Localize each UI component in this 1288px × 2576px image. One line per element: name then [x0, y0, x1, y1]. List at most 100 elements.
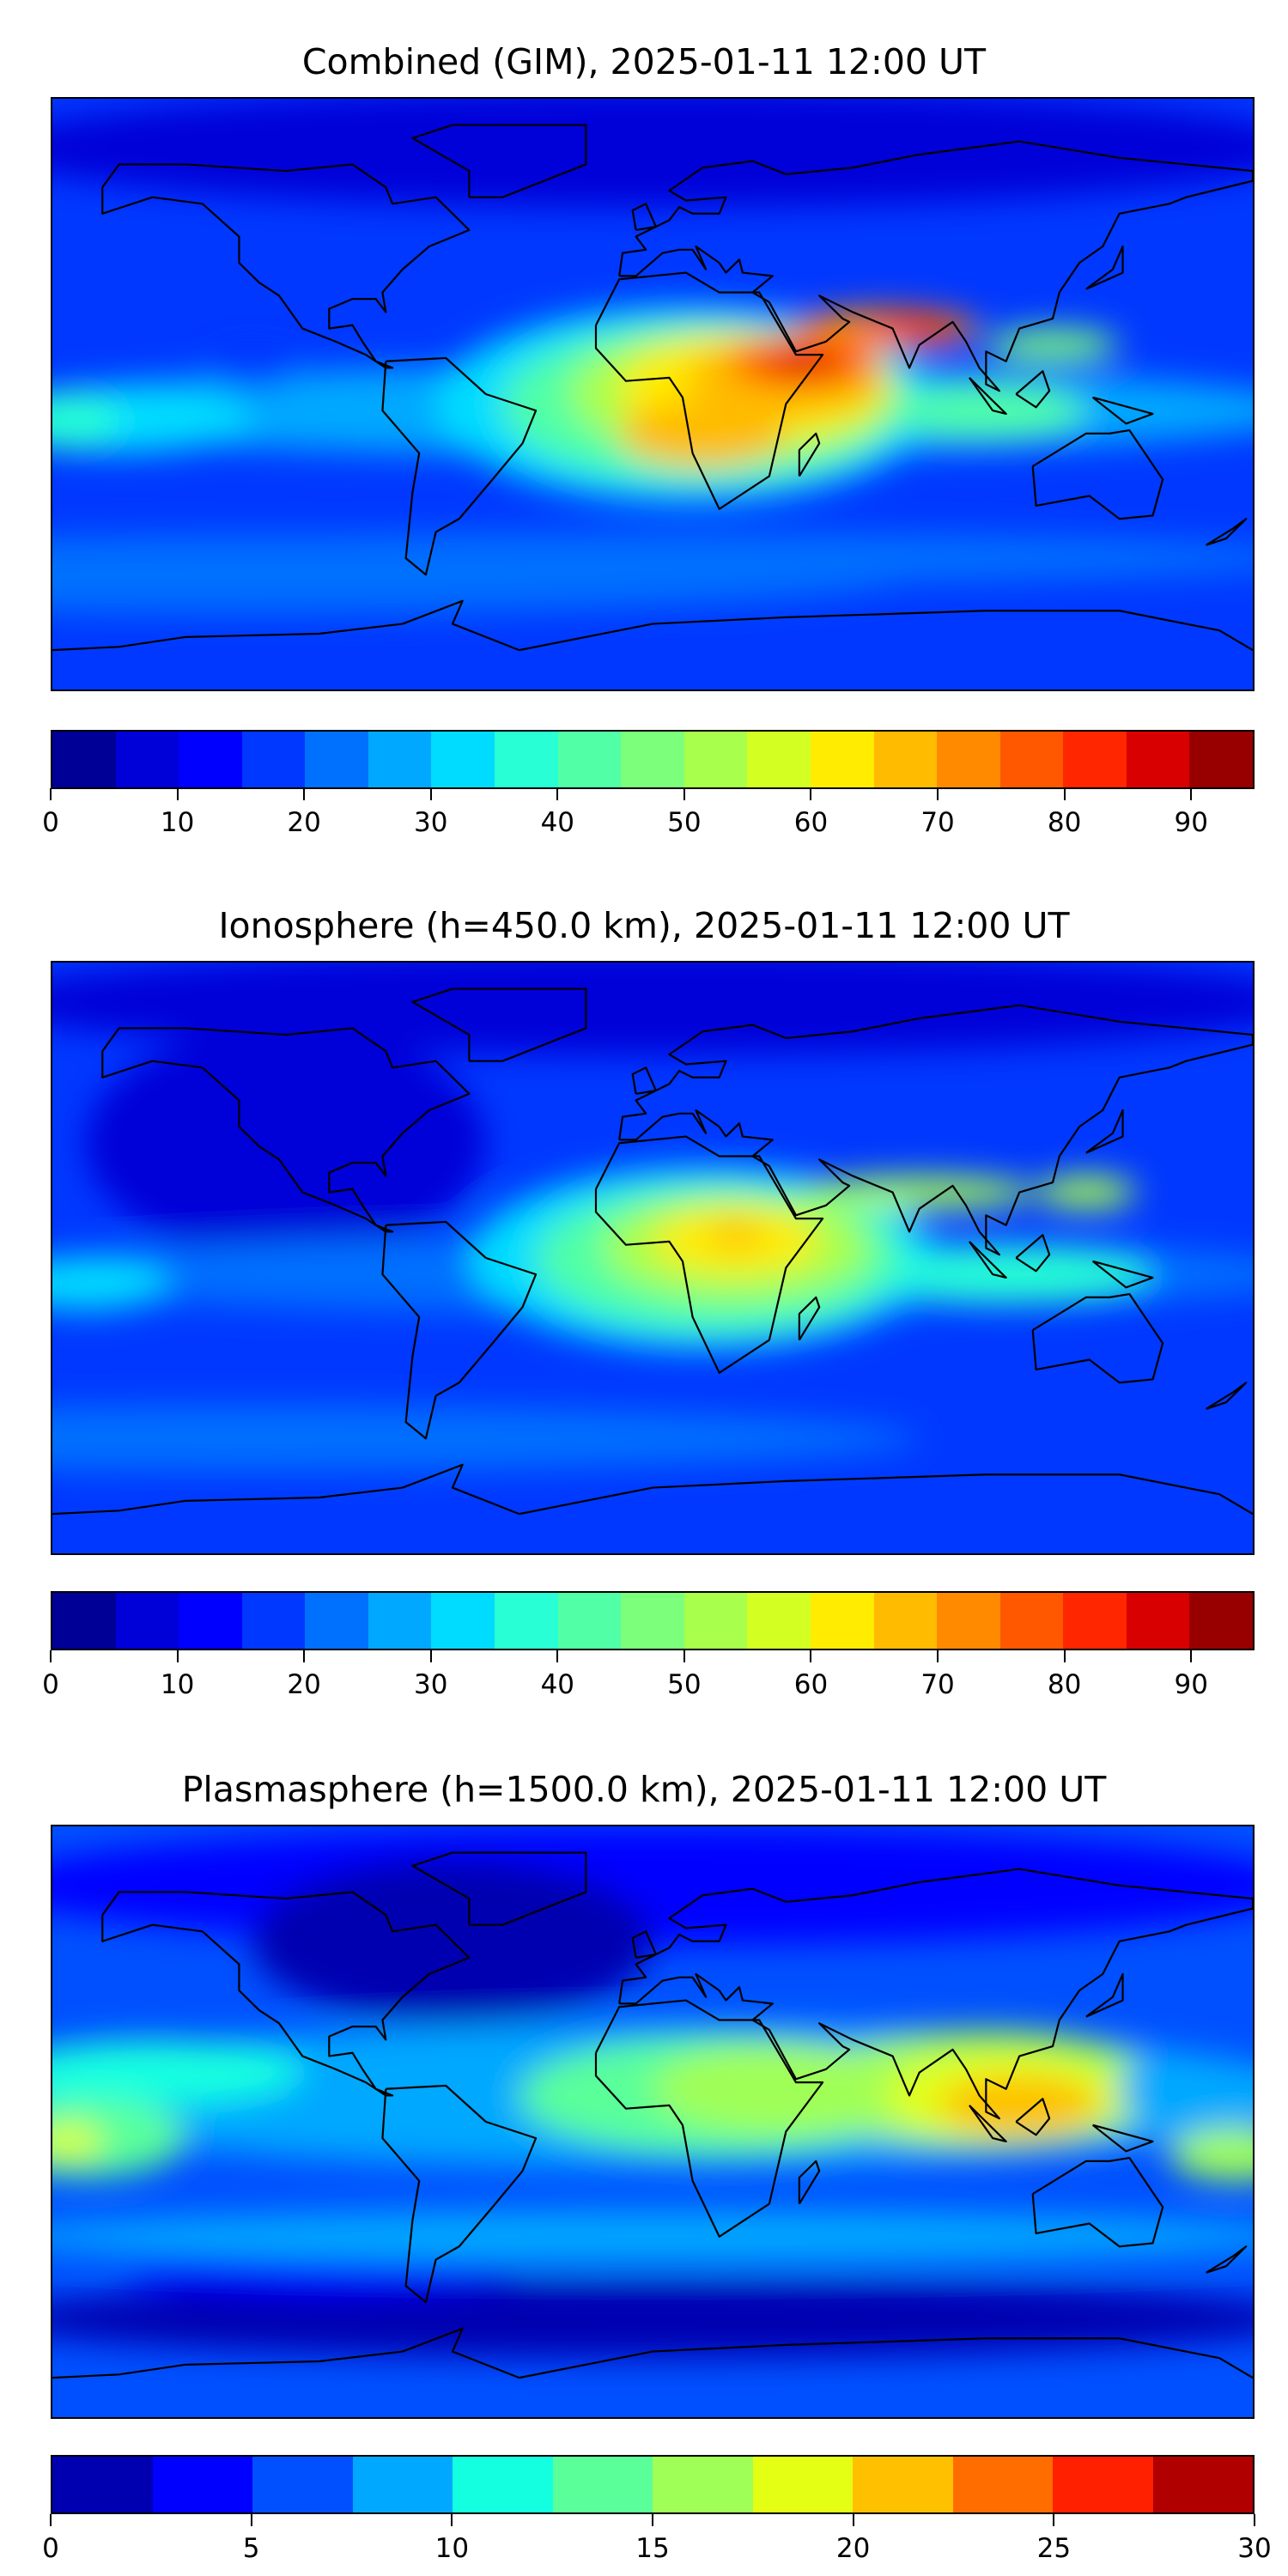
colorbar-tick-label: 50 [667, 807, 702, 838]
colorbar-tick [1190, 1650, 1193, 1662]
colorbar-bin [453, 2457, 553, 2512]
panel2-map [51, 961, 1255, 1555]
colorbar-tick [176, 788, 179, 800]
colorbar-tick [556, 788, 559, 800]
panel3-title: Plasmasphere (h=1500.0 km), 2025-01-11 1… [181, 1769, 1107, 1810]
coastline [969, 378, 1006, 414]
colorbar-tick-label: 90 [1174, 807, 1208, 838]
panel2-colorbar-ticks: 0 10 20 30 40 50 60 70 80 90 [42, 1650, 1255, 1702]
colorbar-tick-label: 30 [1237, 2533, 1272, 2564]
coastline [1016, 2099, 1049, 2135]
colorbar-bin [557, 732, 622, 787]
coastline [619, 1869, 1253, 2118]
colorbar-tick-label: 0 [42, 807, 59, 838]
colorbar-tick [303, 788, 306, 800]
field-contour-region [986, 328, 1120, 361]
panel1-colorbar-ticks: 0 10 20 30 40 50 60 70 80 90 [42, 788, 1255, 840]
colorbar-tick [683, 1650, 685, 1662]
colorbar-bin [621, 732, 684, 787]
coastline [969, 2105, 1006, 2142]
coastline [412, 989, 586, 1061]
coastline [633, 1067, 656, 1094]
colorbar-bin [368, 1593, 432, 1649]
field-contour-region [52, 532, 1253, 585]
colorbar-bin [1126, 732, 1190, 787]
colorbar-tick [810, 788, 812, 800]
field-contour-region [885, 1248, 1153, 1301]
colorbar-tick-label: 80 [1047, 1669, 1082, 1700]
coastline [1093, 398, 1153, 424]
coastline [412, 125, 586, 197]
colorbar-tick [1063, 788, 1066, 800]
colorbar-tick-label: 60 [793, 1669, 829, 1700]
colorbar-tick-label: 40 [540, 807, 575, 838]
coastline [633, 1931, 656, 1958]
colorbar-bin [252, 2457, 353, 2512]
panel3-colorbar [51, 2455, 1255, 2514]
colorbar-bin [115, 1593, 179, 1649]
field-contours [52, 963, 1253, 1472]
colorbar-bin [368, 732, 432, 787]
map-svg [52, 963, 1253, 1553]
coastline [1086, 1974, 1123, 2017]
colorbar-bin [1189, 732, 1253, 787]
field-contour-region [885, 384, 1086, 437]
colorbar-bin [1053, 2457, 1153, 2512]
colorbar-bin [1189, 1593, 1253, 1649]
field-contour-region [52, 1826, 1253, 1945]
colorbar-tick-label: 50 [667, 1669, 702, 1700]
coastline [1206, 1382, 1247, 1409]
coastline [1086, 1110, 1123, 1153]
colorbar-tick-label: 10 [160, 807, 195, 838]
colorbar-tick-label: 70 [920, 807, 955, 838]
field-contour-region [709, 1221, 763, 1249]
colorbar-tick [852, 2514, 854, 2526]
colorbar-bin [1152, 2457, 1253, 2512]
coastline [1016, 371, 1049, 407]
field-contour-region [52, 2279, 1253, 2359]
colorbar-tick [683, 788, 685, 800]
colorbar-bin [747, 1593, 811, 1649]
colorbar-tick-label: 10 [160, 1669, 195, 1700]
coastline [1093, 1261, 1153, 1288]
panel3-map [51, 1825, 1255, 2419]
colorbar-tick-label: 90 [1174, 1669, 1208, 1700]
colorbar-bin [352, 2457, 453, 2512]
colorbar-tick-label: 20 [287, 1669, 321, 1700]
colorbar-bin [431, 1593, 495, 1649]
coastline [619, 1005, 1253, 1255]
colorbar-tick [1053, 2514, 1055, 2526]
coastline [596, 273, 823, 509]
field-contour-region [52, 99, 1253, 208]
colorbar-bin [1126, 1593, 1190, 1649]
colorbar-bin [115, 732, 179, 787]
colorbar-tick [429, 1650, 432, 1662]
colorbar-bin [241, 732, 306, 787]
colorbar-tick [303, 1650, 306, 1662]
colorbar-bin [179, 1593, 242, 1649]
colorbar-bin [52, 2457, 153, 2512]
coastline [1086, 246, 1123, 289]
coastline [382, 1222, 536, 1438]
colorbar-tick-label: 20 [835, 2533, 871, 2564]
colorbar-tick [937, 1650, 939, 1662]
colorbar-bin [937, 1593, 1000, 1649]
colorbar-tick [810, 1650, 812, 1662]
coastline [596, 2001, 823, 2237]
colorbar-tick [250, 2514, 252, 2526]
colorbar-bin [621, 1593, 684, 1649]
coastline [412, 1853, 586, 1925]
colorbar-bin [853, 2457, 953, 2512]
colorbar-bin [752, 2457, 853, 2512]
colorbar-bin [810, 1593, 874, 1649]
colorbar-tick-label: 0 [42, 2533, 59, 2564]
colorbar-tick [1063, 1650, 1066, 1662]
coastline [102, 164, 469, 368]
field-contour-region [52, 1406, 920, 1472]
coastline [102, 1028, 469, 1231]
colorbar-tick [652, 2514, 653, 2526]
coastline [52, 2329, 1253, 2378]
coastline [52, 601, 1253, 650]
field-contour-region [1036, 1176, 1137, 1209]
colorbar-tick [429, 788, 432, 800]
